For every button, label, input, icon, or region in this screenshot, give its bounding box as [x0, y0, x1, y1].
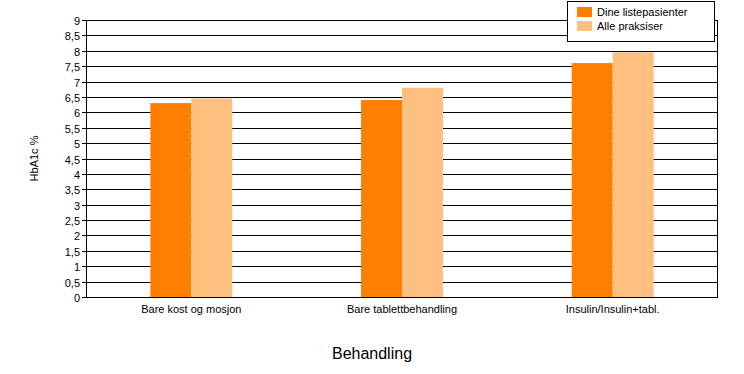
- tick-mark: [82, 35, 86, 36]
- bar: [361, 100, 402, 297]
- tick-label: 3,5: [65, 184, 80, 196]
- legend-label: Dine listepasienter: [597, 6, 688, 18]
- tick-mark: [82, 97, 86, 98]
- y-ticks: 0 0,5 1 1,5 2 2,5 3 3,5 4 4,5 5 5,5 6 6,5 7 7,5 8 8,5 9: [65, 15, 86, 304]
- tick-mark: [82, 266, 86, 267]
- x-ticks: Bare kost og mosjon Bare tablettbehandlin…: [141, 303, 659, 315]
- tick-mark: [82, 20, 86, 21]
- tick-label: 6: [74, 107, 80, 119]
- grid-line: [86, 297, 718, 298]
- category-label: Bare kost og mosjon: [141, 303, 241, 315]
- x-axis-line: [86, 297, 718, 298]
- tick-label: 9: [74, 15, 80, 27]
- tick-mark: [82, 174, 86, 175]
- legend-label: Alle praksiser: [597, 20, 663, 32]
- chart-svg: 0 0,5 1 1,5 2 2,5 3 3,5 4 4,5 5 5,5 6 6,5 7 7,5 8 8,5 9 Bar…: [0, 0, 744, 374]
- tick-mark: [82, 159, 86, 160]
- y-axis-line: [86, 20, 87, 297]
- tick-label: 8,5: [65, 30, 80, 42]
- tick-label: 7,5: [65, 61, 80, 73]
- category-label: Bare tablettbehandling: [347, 303, 457, 315]
- tick-label: 4,5: [65, 154, 80, 166]
- tick-mark: [82, 128, 86, 129]
- tick-mark: [82, 82, 86, 83]
- tick-label: 2: [74, 230, 80, 242]
- legend: Dine listepasienter Alle praksiser: [568, 2, 715, 42]
- tick-mark: [82, 66, 86, 67]
- tick-mark: [82, 51, 86, 52]
- tick-mark: [82, 235, 86, 236]
- legend-swatch: [577, 7, 592, 17]
- y-axis-title: HbA1c %: [28, 135, 40, 181]
- tick-label: 1,5: [65, 246, 80, 258]
- tick-label: 7: [74, 77, 80, 89]
- tick-mark: [82, 220, 86, 221]
- tick-label: 0: [74, 292, 80, 304]
- tick-mark: [82, 205, 86, 206]
- category-label: Insulin/Insulin+tabl.: [566, 303, 660, 315]
- tick-mark: [82, 112, 86, 113]
- tick-label: 5: [74, 138, 80, 150]
- tick-label: 5,5: [65, 123, 80, 135]
- tick-mark: [82, 189, 86, 190]
- plot-frame: [717, 20, 718, 297]
- bar: [572, 63, 613, 297]
- tick-label: 6,5: [65, 92, 80, 104]
- grid: [86, 21, 718, 298]
- tick-mark: [82, 297, 86, 298]
- tick-label: 1: [74, 261, 80, 273]
- tick-label: 2,5: [65, 215, 80, 227]
- legend-swatch: [577, 21, 592, 31]
- bar: [150, 103, 191, 297]
- x-axis-title: Behandling: [332, 345, 412, 362]
- tick-mark: [82, 251, 86, 252]
- grid-line: [86, 51, 718, 52]
- bar: [613, 52, 654, 297]
- bars: [150, 52, 653, 297]
- chart-container: 0 0,5 1 1,5 2 2,5 3 3,5 4 4,5 5 5,5 6 6,5 7 7,5 8 8,5 9 Bar…: [0, 0, 744, 374]
- tick-label: 8: [74, 46, 80, 58]
- tick-label: 0,5: [65, 277, 80, 289]
- tick-label: 4: [74, 169, 80, 181]
- bar: [402, 88, 443, 297]
- bar: [191, 98, 232, 297]
- tick-mark: [82, 282, 86, 283]
- tick-mark: [82, 143, 86, 144]
- tick-label: 3: [74, 200, 80, 212]
- legend-box: [568, 2, 715, 42]
